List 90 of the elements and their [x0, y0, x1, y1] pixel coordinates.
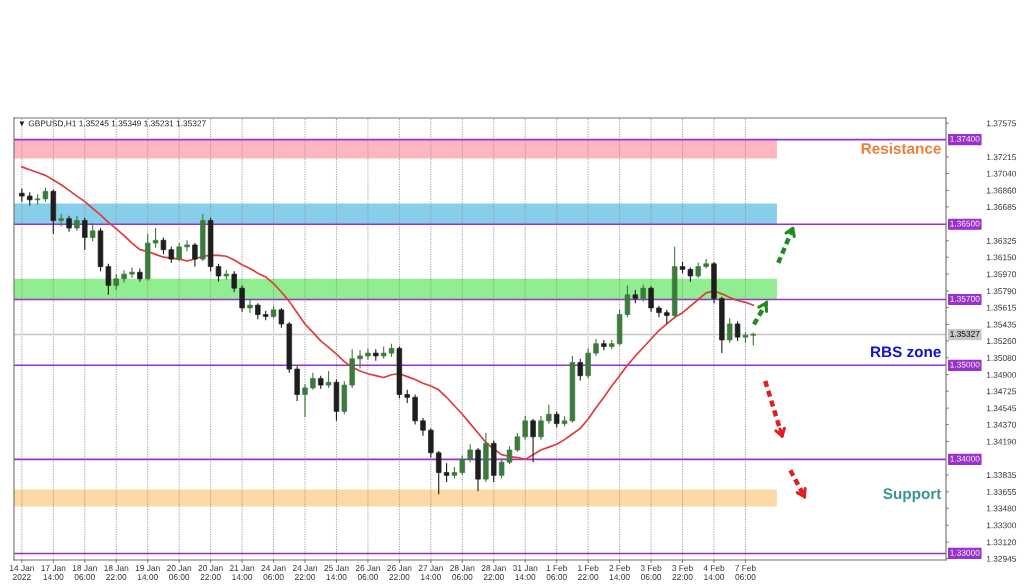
candlestick: [538, 415, 544, 441]
candlestick: [82, 217, 88, 251]
x-tick-label: 14 Jan 2022: [9, 565, 34, 580]
y-tick-label: 1.35970: [986, 271, 1017, 278]
y-tick-label: 1.34545: [986, 405, 1017, 412]
candlestick: [121, 269, 127, 284]
y-tick-label: 1.34725: [986, 388, 1017, 395]
x-tick-label: 3 Feb 06:00: [640, 564, 662, 580]
x-tick-label: 20 Jan 06:00: [167, 565, 192, 580]
candlestick: [601, 339, 607, 351]
y-tick-label: 1.34900: [986, 371, 1017, 378]
candlestick: [443, 462, 450, 483]
ref-line-label: 1.35000: [950, 361, 980, 368]
candlestick: [522, 415, 528, 441]
x-tick-label: 17 Jan 14:00: [41, 565, 66, 580]
candlestick: [546, 404, 552, 425]
x-tick-label: 2 Feb 14:00: [609, 564, 630, 580]
y-tick-label: 1.33835: [986, 472, 1017, 478]
y-tick-label: 1.37215: [986, 154, 1017, 161]
x-tick-label: 26 Jan 06:00: [355, 565, 380, 580]
y-tick-label: 1.33120: [986, 539, 1017, 546]
y-tick-label: 1.35790: [986, 288, 1017, 295]
x-tick-label: 24 Jan 22:00: [292, 565, 317, 580]
x-tick-label: 18 Jan 06:00: [72, 565, 97, 580]
candlestick: [703, 258, 709, 270]
y-tick-label: 1.36325: [986, 237, 1017, 244]
candlestick: [459, 455, 466, 476]
ref-line-label: 1.34000: [950, 455, 980, 462]
x-tick-label: 28 Jan 06:00: [450, 565, 475, 580]
candlestick: [184, 239, 190, 253]
y-tick-label: 1.34190: [986, 438, 1017, 445]
y-tick-label: 1.35435: [986, 321, 1017, 328]
y-tick-label: 1.37575: [986, 120, 1017, 127]
y-tick-label: 1.34370: [986, 421, 1017, 428]
x-tick-label: 28 Jan 22:00: [481, 565, 506, 580]
candlestick: [412, 393, 418, 426]
x-tick-label: 24 Jan 06:00: [261, 565, 286, 580]
x-tick-label: 1 Feb 06:00: [546, 564, 567, 580]
x-tick-label: 3 Feb 22:00: [672, 564, 693, 580]
ref-line-label: 1.36500: [950, 220, 980, 227]
candlestick: [19, 187, 25, 203]
x-tick-label: 21 Jan 14:00: [229, 565, 255, 580]
candlestick: [577, 358, 583, 381]
candlestick: [247, 298, 253, 314]
x-tick-label: 18 Jan 22:00: [104, 565, 129, 580]
candlestick: [436, 450, 442, 495]
annotation: RBS zone: [871, 346, 941, 358]
x-tick-label: 26 Jan 22:00: [387, 565, 412, 580]
ref-line-label: 1.33000: [950, 549, 980, 556]
x-tick-label: 1 Feb 22:00: [578, 564, 599, 580]
candlestick: [734, 320, 741, 342]
x-tick-label: 27 Jan 14:00: [418, 565, 443, 580]
y-tick-label: 1.37040: [986, 170, 1017, 177]
annotation: Support: [883, 488, 942, 503]
y-tick-label: 1.36685: [986, 204, 1017, 210]
ref-line-label: 1.35327: [950, 330, 980, 337]
candlestick: [129, 266, 135, 279]
candlestick: [152, 227, 159, 249]
y-tick-label: 1.35615: [986, 304, 1017, 311]
candlestick: [302, 383, 308, 418]
candlestick: [648, 285, 654, 313]
annotation: Resistance: [861, 142, 941, 154]
ref-line-label: 1.37400: [950, 135, 980, 142]
x-tick-label: 4 Feb 14:00: [703, 564, 725, 580]
x-tick-label: 7 Feb 06:00: [735, 564, 756, 580]
candlestick: [278, 307, 285, 329]
y-tick-label: 1.35260: [986, 338, 1017, 344]
y-tick-label: 1.33655: [986, 489, 1017, 495]
candlestick: [727, 317, 733, 344]
candlestick: [192, 242, 198, 268]
y-tick-label: 1.32945: [986, 555, 1017, 562]
x-tick-label: 25 Jan 14:00: [324, 565, 349, 580]
line-series: [21, 166, 755, 461]
candlestick: [530, 418, 536, 463]
ref-line-label: 1.35700: [950, 295, 980, 302]
y-tick-label: 1.33480: [986, 505, 1017, 512]
candlestick: [231, 270, 237, 293]
candlestick: [428, 427, 434, 459]
x-tick-label: 31 Jan 14:00: [513, 565, 538, 580]
x-tick-label: 20 Jan 22:00: [198, 565, 223, 580]
chart-title: ▼ GBPUSD,H1 1.35245 1.35349 1.35231 1.35327: [19, 120, 206, 128]
y-tick-label: 1.33300: [986, 522, 1017, 529]
y-tick-label: 1.36150: [986, 254, 1017, 261]
candlestick: [585, 347, 591, 380]
candlestick: [239, 284, 245, 313]
y-tick-label: 1.36860: [986, 187, 1017, 194]
y-tick-label: 1.35080: [986, 355, 1017, 361]
candlestick: [357, 349, 363, 369]
x-tick-label: 19 Jan 14:00: [135, 565, 160, 580]
candlestick: [365, 347, 371, 361]
